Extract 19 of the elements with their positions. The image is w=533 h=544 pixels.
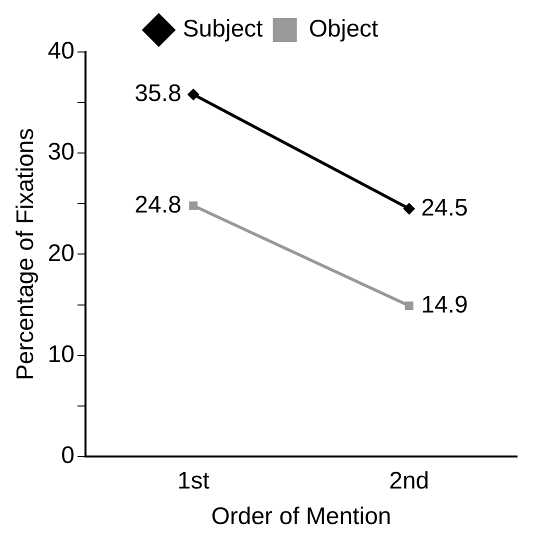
y-tick-label: 30 — [48, 138, 74, 166]
y-tick-label: 20 — [48, 240, 74, 267]
point — [189, 201, 198, 210]
point — [187, 88, 200, 100]
data-label: 24.8 — [134, 191, 182, 218]
data-label: 35.8 — [134, 80, 182, 108]
legend-label: Object — [308, 16, 379, 43]
y-tick-label: 0 — [61, 442, 74, 470]
data-label: 24.5 — [421, 194, 468, 222]
y-axis-title: Percentage of Fixations — [12, 128, 40, 380]
x-tick-label: 1st — [177, 467, 210, 494]
point — [403, 202, 416, 215]
data-label: 14.9 — [421, 291, 468, 318]
point — [404, 302, 414, 310]
x-axis-title: Order of Mention — [211, 503, 392, 530]
y-tick-label: 40 — [48, 38, 74, 65]
x-tick-label: 2nd — [389, 467, 430, 494]
legend-label: Subject — [182, 16, 264, 43]
y-tick-label: 10 — [48, 340, 74, 368]
